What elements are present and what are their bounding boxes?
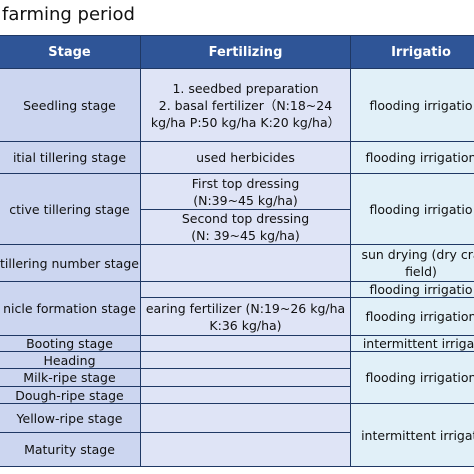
text-line: First top dressing	[191, 175, 300, 191]
cell-text: flooding irrigatio	[351, 282, 474, 297]
text-line: 2. basal fertilizer（N:18~24	[158, 97, 333, 113]
cell-text: Seedling stage	[23, 97, 116, 113]
text-line: flooding irrigatio	[369, 201, 473, 217]
stage-cell: Maturity stage	[0, 432, 141, 467]
text-line: flooding irrigation	[365, 370, 474, 385]
fertilizing-cell: 1. seedbed preparation 2. basal fertilize…	[140, 68, 351, 142]
cell-text: tillering number stage	[0, 255, 139, 271]
text-line: sun drying (dry cra	[361, 247, 474, 262]
fertilizing-cell: used herbicides	[140, 141, 351, 174]
cell-text: sun drying (dry cra field)	[351, 246, 474, 280]
cell-text: 1. seedbed preparation 2. basal fertilize…	[151, 80, 340, 131]
text-line: flooding irrigatio	[369, 282, 473, 297]
cell-text: Heading	[43, 352, 96, 368]
cell-text: Second top dressing (N: 39~45 kg/ha)	[182, 210, 309, 244]
text-line: (N: 39~45 kg/ha)	[191, 228, 300, 243]
stage-cell: itial tillering stage	[0, 141, 141, 174]
cell-text: flooding irrigatio	[351, 97, 474, 114]
cell-text: intermittent irrigat	[351, 336, 474, 351]
stage-cell: Booting stage	[0, 335, 141, 352]
cell-text: itial tillering stage	[12, 150, 127, 165]
text-line: field)	[405, 264, 437, 279]
fertilizing-cell: Second top dressing (N: 39~45 kg/ha)	[140, 209, 351, 245]
text-line: flooding irrigation	[365, 309, 474, 324]
cell-text: flooding irrigation	[351, 308, 474, 325]
irrigation-cell: intermittent irrigat	[350, 335, 474, 352]
fertilizing-cell	[140, 403, 351, 433]
cell-text: Dough-ripe stage	[15, 387, 124, 403]
cell-text: Yellow-ripe stage	[16, 410, 123, 426]
fertilizing-cell	[140, 368, 351, 387]
stage-cell: Seedling stage	[0, 68, 141, 142]
text-line: 1. seedbed preparation	[172, 80, 319, 96]
text-line: K:36 kg/ha)	[209, 317, 282, 333]
text-line: flooding irrigatio	[369, 97, 473, 113]
header-cell: Stage	[0, 35, 141, 69]
cell-text: Stage	[48, 44, 91, 60]
cell-text: used herbicides	[196, 149, 295, 166]
text-line: intermittent irrigat	[362, 336, 474, 351]
stage-cell: tillering number stage	[0, 244, 141, 282]
stage-cell: ctive tillering stage	[0, 173, 141, 245]
cell-text: earing fertilizer (N:19~26 kg/ha K:36 kg/…	[146, 300, 345, 334]
irrigation-cell: sun drying (dry cra field)	[350, 244, 474, 282]
cell-text: Maturity stage	[24, 442, 115, 457]
fertilizing-cell: earing fertilizer (N:19~26 kg/ha K:36 kg/…	[140, 297, 351, 336]
irrigation-cell: flooding irrigation	[350, 141, 474, 174]
fertilizing-cell	[140, 432, 351, 467]
fertilizing-cell	[140, 244, 351, 282]
irrigation-cell: flooding irrigatio	[350, 68, 474, 142]
cell-text: Irrigatio	[391, 44, 451, 60]
text-line: earing fertilizer (N:19~26 kg/ha	[145, 300, 346, 316]
fertilizing-cell	[140, 335, 351, 352]
stage-cell: Heading	[0, 351, 141, 369]
cell-text: nicle formation stage	[3, 301, 136, 316]
fertilizing-cell	[140, 351, 351, 369]
cell-text: Booting stage	[26, 336, 113, 351]
cell-text: First top dressing (N:39~45 kg/ha)	[192, 175, 300, 209]
fertilizing-cell: First top dressing (N:39~45 kg/ha)	[140, 173, 351, 210]
table-title: farming period	[2, 4, 135, 25]
text-line: used herbicides	[196, 150, 295, 165]
fertilizing-cell	[140, 386, 351, 404]
cell-text: flooding irrigation	[351, 149, 474, 166]
irrigation-cell: flooding irrigatio	[350, 173, 474, 245]
text-line: Second top dressing	[181, 211, 310, 226]
stage-cell: Yellow-ripe stage	[0, 403, 141, 433]
cell-text: ctive tillering stage	[9, 201, 130, 217]
text-line: kg/ha P:50 kg/ha K:20 kg/ha）	[150, 114, 341, 130]
stage-cell: Milk-ripe stage	[0, 368, 141, 387]
text-line: (N:39~45 kg/ha)	[193, 192, 298, 208]
irrigation-cell: flooding irrigation	[350, 297, 474, 336]
cell-text: flooding irrigatio	[351, 201, 474, 218]
cell-text: flooding irrigation	[351, 369, 474, 386]
text-line: intermittent irrigati	[361, 427, 474, 443]
cell-text: intermittent irrigati	[351, 427, 474, 444]
cell-text: Milk-ripe stage	[23, 370, 116, 385]
irrigation-cell: flooding irrigatio	[350, 281, 474, 298]
stage-cell: nicle formation stage	[0, 281, 141, 336]
fertilizing-cell	[140, 281, 351, 298]
text-line: flooding irrigation	[365, 150, 474, 165]
stage-cell: Dough-ripe stage	[0, 386, 141, 404]
irrigation-cell: intermittent irrigati	[350, 403, 474, 467]
irrigation-cell: flooding irrigation	[350, 351, 474, 404]
header-cell: Fertilizing	[140, 35, 351, 69]
cell-text: Fertilizing	[208, 44, 283, 60]
header-cell: Irrigatio	[350, 35, 474, 69]
